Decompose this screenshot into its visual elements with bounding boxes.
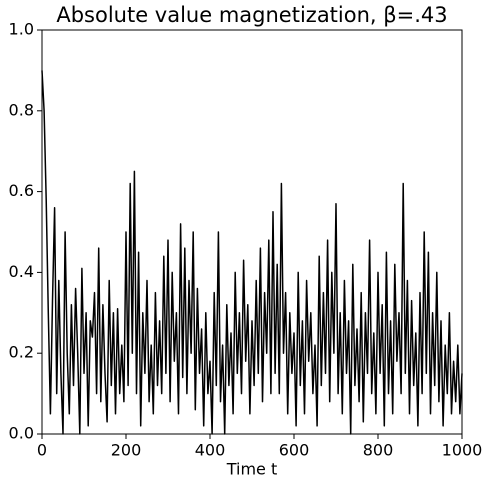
y-tick-label: 0.6: [9, 181, 34, 200]
line: [41, 70, 463, 435]
y-tick-label: 0.2: [9, 343, 34, 362]
x-tick-label: 200: [111, 441, 142, 460]
y-tick-label: 0.8: [9, 100, 34, 119]
x-tick-label: 800: [363, 441, 394, 460]
plot-frame: [41, 29, 463, 435]
y-tick-label: 1.0: [9, 20, 34, 39]
y-tick-label: 0.4: [9, 262, 34, 281]
x-tick-label: 0: [37, 441, 47, 460]
chart-title: Absolute value magnetization, β=.43: [56, 3, 447, 27]
x-tick-label: 600: [279, 441, 310, 460]
x-tick-label: 400: [195, 441, 226, 460]
y-tick-label: 0.0: [9, 424, 34, 443]
x-tick-label: 1000: [442, 441, 483, 460]
x-axis-label: Time t: [226, 460, 278, 479]
